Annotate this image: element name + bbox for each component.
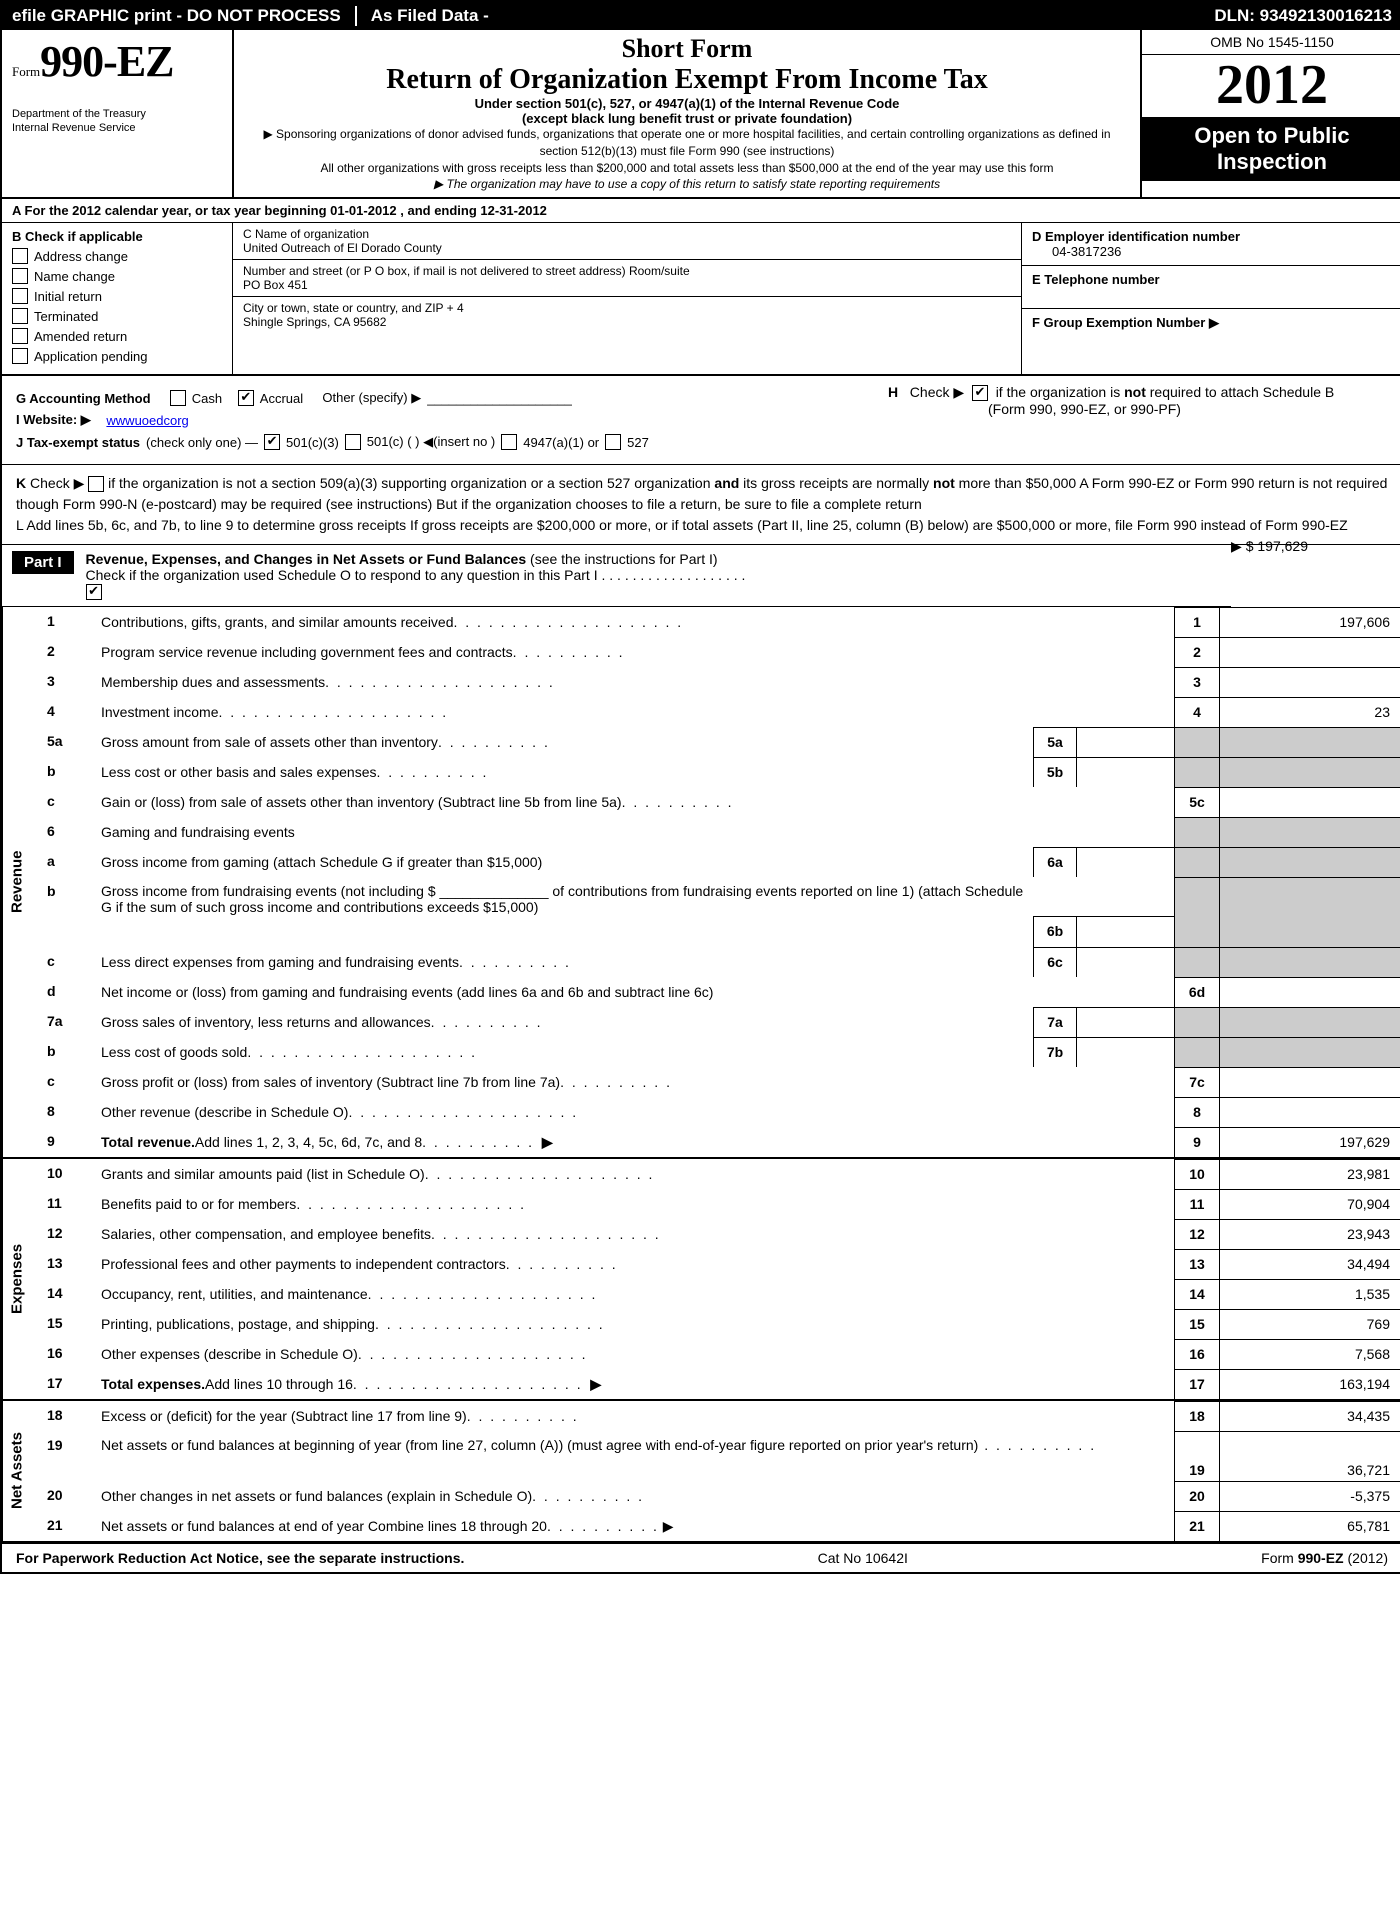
addr-label: Number and street (or P O box, if mail i… — [243, 264, 1011, 278]
val-17: 163,194 — [1219, 1369, 1400, 1399]
side-revenue: Revenue — [2, 607, 31, 1157]
dln-label: DLN: 93492130016213 — [1214, 6, 1392, 26]
org-name: United Outreach of El Dorado County — [243, 241, 1011, 255]
form-number: Form990-EZ — [12, 36, 222, 87]
side-expenses: Expenses — [2, 1159, 31, 1399]
return-title: Return of Organization Exempt From Incom… — [244, 64, 1130, 96]
chk-cash[interactable] — [170, 390, 186, 406]
val-14: 1,535 — [1219, 1279, 1400, 1309]
part1-title: Revenue, Expenses, and Changes in Net As… — [86, 551, 746, 600]
val-1: 197,606 — [1219, 607, 1400, 637]
chk-4947[interactable] — [501, 434, 517, 450]
k-line: K Check ▶ if the organization is not a s… — [16, 475, 1387, 512]
f-label: F Group Exemption Number ▶ — [1032, 315, 1392, 331]
chk-501c[interactable] — [345, 434, 361, 450]
val-12: 23,943 — [1219, 1219, 1400, 1249]
chk-name-change[interactable] — [12, 268, 28, 284]
chk-address-change[interactable] — [12, 248, 28, 264]
top-bar: efile GRAPHIC print - DO NOT PROCESS As … — [2, 2, 1400, 30]
chk-pending[interactable] — [12, 348, 28, 364]
val-7c — [1219, 1067, 1400, 1097]
under-section: Under section 501(c), 527, or 4947(a)(1)… — [244, 96, 1130, 111]
org-address: PO Box 451 — [243, 278, 1011, 292]
val-2 — [1219, 637, 1400, 667]
efile-label: efile GRAPHIC print - DO NOT PROCESS — [12, 6, 357, 26]
chk-k[interactable] — [88, 476, 104, 492]
website-link[interactable]: wwwuoedcorg — [106, 413, 188, 428]
h-text: required to attach Schedule B — [1150, 384, 1334, 400]
tax-year: 2012 — [1142, 55, 1400, 117]
fine-print-2: All other organizations with gross recei… — [244, 160, 1130, 177]
fine-print-1: ▶ Sponsoring organizations of donor advi… — [244, 126, 1130, 160]
omb-number: OMB No 1545-1150 — [1142, 30, 1400, 55]
asfiled-label: As Filed Data - — [371, 6, 503, 26]
footer-cat: Cat No 10642I — [818, 1550, 908, 1566]
chk-h[interactable] — [972, 385, 988, 401]
dept-irs: Internal Revenue Service — [12, 121, 222, 135]
e-label: E Telephone number — [1032, 272, 1392, 287]
val-20: -5,375 — [1219, 1481, 1400, 1511]
footer-left: For Paperwork Reduction Act Notice, see … — [16, 1550, 464, 1566]
val-10: 23,981 — [1219, 1159, 1400, 1189]
i-website: I Website: ▶ wwwuoedcorg — [16, 412, 876, 428]
j-tax-exempt: J Tax-exempt status(check only one) — 50… — [16, 434, 876, 450]
val-5c — [1219, 787, 1400, 817]
chk-527[interactable] — [605, 434, 621, 450]
val-15: 769 — [1219, 1309, 1400, 1339]
dept-treasury: Department of the Treasury — [12, 107, 222, 121]
val-18: 34,435 — [1219, 1401, 1400, 1431]
chk-initial-return[interactable] — [12, 288, 28, 304]
chk-501c3[interactable] — [264, 434, 280, 450]
short-form-title: Short Form — [244, 34, 1130, 64]
val-8 — [1219, 1097, 1400, 1127]
footer-form: Form 990-EZ (2012) — [1261, 1550, 1388, 1566]
val-11: 70,904 — [1219, 1189, 1400, 1219]
org-city: Shingle Springs, CA 95682 — [243, 315, 1011, 329]
val-13: 34,494 — [1219, 1249, 1400, 1279]
row-a-calendar: A For the 2012 calendar year, or tax yea… — [2, 199, 1400, 223]
g-accounting: G Accounting Method Cash Accrual Other (… — [16, 390, 876, 406]
except-note: (except black lung benefit trust or priv… — [244, 111, 1130, 126]
side-netassets: Net Assets — [2, 1401, 31, 1541]
val-4: 23 — [1219, 697, 1400, 727]
val-19: 36,721 — [1219, 1431, 1400, 1481]
l-amount: ▶ $ 197,629 — [1231, 536, 1388, 557]
chk-amended[interactable] — [12, 328, 28, 344]
val-21: 65,781 — [1219, 1511, 1400, 1541]
chk-terminated[interactable] — [12, 308, 28, 324]
c-label: C Name of organization — [243, 227, 1011, 241]
val-9: 197,629 — [1219, 1127, 1400, 1157]
val-3 — [1219, 667, 1400, 697]
open-public: Open to Public Inspection — [1142, 117, 1400, 181]
val-16: 7,568 — [1219, 1339, 1400, 1369]
chk-accrual[interactable] — [238, 390, 254, 406]
part1-tag: Part I — [12, 551, 74, 574]
val-6d — [1219, 977, 1400, 1007]
d-label: D Employer identification number — [1032, 229, 1392, 244]
l-line: L Add lines 5b, 6c, and 7b, to line 9 to… — [16, 517, 1348, 533]
chk-part1[interactable] — [86, 584, 102, 600]
city-label: City or town, state or country, and ZIP … — [243, 301, 1011, 315]
ein-value: 04-3817236 — [1032, 244, 1392, 259]
section-b-title: B Check if applicable — [12, 229, 222, 244]
fine-print-3: ▶ The organization may have to use a cop… — [244, 176, 1130, 193]
